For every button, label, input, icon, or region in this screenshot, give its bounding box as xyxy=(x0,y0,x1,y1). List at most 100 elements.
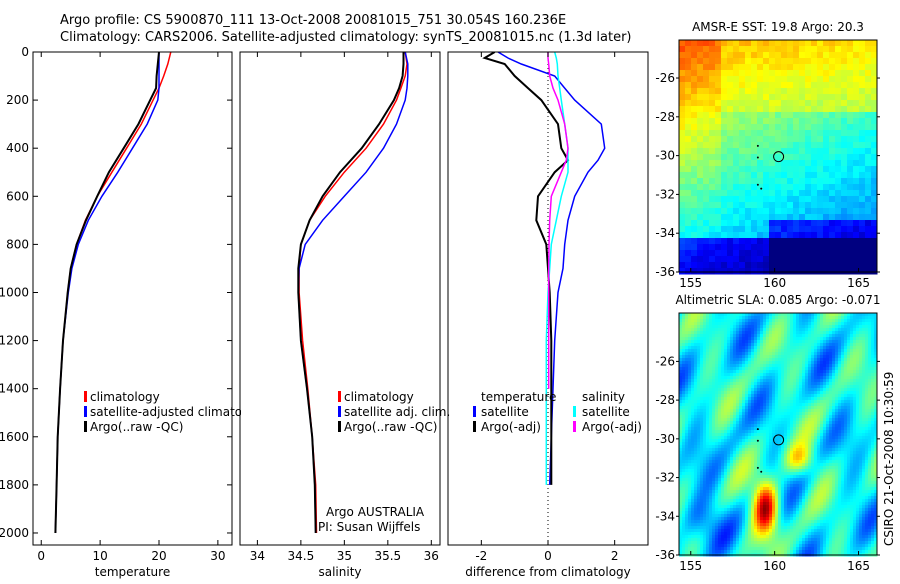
map-cell xyxy=(859,208,866,215)
map-cell xyxy=(799,190,806,197)
map-cell xyxy=(748,319,752,323)
map-cell xyxy=(811,334,815,338)
map-cell xyxy=(727,202,734,209)
map-cell xyxy=(799,391,803,395)
map-cell xyxy=(694,457,698,461)
map-cell xyxy=(805,106,812,113)
map-cell xyxy=(751,88,758,95)
map-cell xyxy=(808,409,812,413)
map-cell xyxy=(787,46,794,53)
map-cell xyxy=(805,418,809,422)
map-cell xyxy=(730,451,734,455)
map-cell xyxy=(847,184,854,191)
y-tick-label: 600 xyxy=(6,189,29,203)
map-cell xyxy=(688,370,692,374)
map-cell xyxy=(685,328,689,332)
map-cell xyxy=(775,268,782,275)
map-cell xyxy=(709,370,713,374)
map-cell xyxy=(715,460,719,464)
map-cell xyxy=(844,442,848,446)
map-cell xyxy=(733,184,740,191)
map-cell xyxy=(763,100,770,107)
map-cell xyxy=(838,319,842,323)
map-cell xyxy=(841,397,845,401)
map-cell xyxy=(691,442,695,446)
map-cell xyxy=(859,406,863,410)
map-cell xyxy=(775,112,782,119)
map-cell xyxy=(799,166,806,173)
map-cell xyxy=(700,409,704,413)
map-cell xyxy=(799,112,806,119)
map-cell xyxy=(757,106,764,113)
map-cell xyxy=(718,382,722,386)
map-cell xyxy=(688,463,692,467)
map-cell xyxy=(721,400,725,404)
map-cell xyxy=(679,373,683,377)
map-cell xyxy=(793,208,800,215)
map-cell xyxy=(706,313,710,317)
map-cell xyxy=(685,244,692,251)
x-axis-label: difference from climatology xyxy=(465,565,631,579)
map-cell xyxy=(733,358,737,362)
map-cell xyxy=(799,160,806,167)
map-cell xyxy=(748,403,752,407)
map-cell xyxy=(733,409,737,413)
map-cell xyxy=(688,475,692,479)
map-cell xyxy=(811,340,815,344)
map-cell xyxy=(781,427,785,431)
map-cell xyxy=(733,427,737,431)
map-cell xyxy=(799,448,803,452)
map-cell xyxy=(853,214,860,221)
map-cell xyxy=(829,322,833,326)
map-cell xyxy=(718,358,722,362)
map-cell xyxy=(763,214,770,221)
map-cell xyxy=(829,370,833,374)
map-cell xyxy=(790,442,794,446)
map-cell xyxy=(835,154,842,161)
map-cell xyxy=(715,403,719,407)
map-cell xyxy=(811,313,815,317)
map-cell xyxy=(871,436,875,440)
map-cell xyxy=(751,415,755,419)
map-cell xyxy=(793,46,800,53)
map-cell xyxy=(721,172,728,179)
map-cell xyxy=(715,385,719,389)
map-cell xyxy=(757,394,761,398)
map-cell xyxy=(778,469,782,473)
map-cell xyxy=(724,319,728,323)
map-cell xyxy=(763,154,770,161)
map-cell xyxy=(718,439,722,443)
map-cell xyxy=(727,334,731,338)
map-cell xyxy=(763,313,767,317)
map-cell xyxy=(850,325,854,329)
map-cell xyxy=(718,448,722,452)
map-cell xyxy=(700,358,704,362)
map-cell xyxy=(823,331,827,335)
map-cell xyxy=(802,367,806,371)
map-cell xyxy=(730,385,734,389)
map-cell xyxy=(832,331,836,335)
map-cell xyxy=(832,421,836,425)
map-cell xyxy=(811,385,815,389)
map-cell xyxy=(778,421,782,425)
map-cell xyxy=(679,112,686,119)
map-cell xyxy=(757,172,764,179)
map-cell xyxy=(823,445,827,449)
map-cell xyxy=(832,433,836,437)
map-cell xyxy=(679,340,683,344)
map-cell xyxy=(790,436,794,440)
map-cell xyxy=(724,325,728,329)
x-tick-label: 36 xyxy=(424,549,439,563)
map-cell xyxy=(835,433,839,437)
map-cell xyxy=(844,400,848,404)
x-tick-label: 160 xyxy=(763,276,786,290)
map-cell xyxy=(799,154,806,161)
map-cell xyxy=(805,385,809,389)
map-cell xyxy=(736,382,740,386)
map-cell xyxy=(835,130,842,137)
map-cell xyxy=(733,166,740,173)
map-cell xyxy=(859,112,866,119)
map-cell xyxy=(760,400,764,404)
map-cell xyxy=(850,406,854,410)
map-cell xyxy=(700,316,704,320)
